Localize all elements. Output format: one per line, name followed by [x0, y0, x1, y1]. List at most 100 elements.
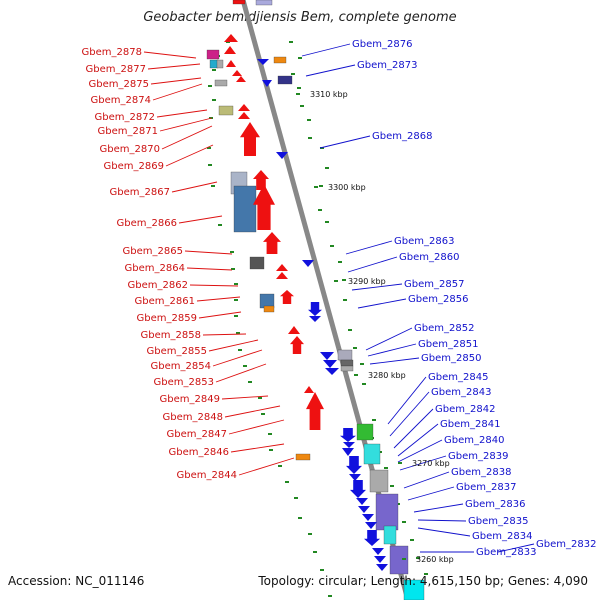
reverse-gene-label: Gbem_2863 [394, 236, 454, 247]
forward-gene-arrow [276, 264, 288, 271]
leader-line [189, 284, 239, 287]
forward-gene-label: Gbem_2866 [117, 218, 177, 229]
forward-gene-label: Gbem_2859 [137, 313, 197, 324]
leader-line [202, 333, 247, 336]
accession-text: Accession: NC_011146 [8, 574, 145, 588]
reverse-gene-arrow [262, 80, 272, 87]
leader-line [393, 408, 434, 449]
forward-gene-arrow [240, 122, 260, 156]
gene-block [233, 185, 257, 233]
reverse-gene-arrow [349, 474, 361, 481]
reverse-gene-label: Gbem_2868 [372, 131, 432, 142]
leader-line [345, 240, 393, 255]
leader-line [399, 455, 447, 471]
reverse-gene-arrow [358, 506, 370, 513]
leader-line [403, 471, 450, 489]
kbp-label: 3310 kbp [310, 90, 348, 99]
forward-gene-arrow [236, 76, 246, 82]
forward-gene-arrow [238, 112, 250, 119]
reverse-gene-label: Gbem_2843 [431, 387, 491, 398]
forward-gene-label: Gbem_2849 [160, 394, 220, 405]
reverse-gene-label: Gbem_2860 [399, 252, 459, 263]
forward-gene-arrow [224, 46, 236, 54]
forward-gene-arrow [226, 60, 236, 67]
reverse-gene-label: Gbem_2851 [418, 339, 478, 350]
reverse-gene-arrow [323, 360, 337, 368]
reverse-gene-arrow [350, 480, 366, 498]
leader-line [305, 64, 356, 77]
forward-gene-arrow [232, 70, 242, 76]
gene-block [255, 0, 273, 6]
gene-block [295, 453, 311, 461]
reverse-gene-arrow [365, 522, 377, 529]
reverse-gene-arrow [374, 556, 386, 563]
reverse-gene-label: Gbem_2832 [536, 539, 596, 550]
leader-line [215, 363, 267, 383]
forward-gene-label: Gbem_2869 [104, 161, 164, 172]
forward-gene-arrow [238, 104, 250, 111]
leader-line [365, 327, 413, 351]
forward-gene-label: Gbem_2844 [177, 470, 237, 481]
reverse-gene-arrow [302, 260, 314, 267]
forward-gene-label: Gbem_2875 [89, 79, 149, 90]
leader-line [369, 357, 420, 365]
reverse-gene-arrow [340, 428, 356, 442]
reverse-gene-arrow [309, 316, 321, 322]
gene-labels: Gbem_2878 Gbem_2877 Gbem_2875 Gbem_2874 Gbem… [82, 39, 597, 558]
reverse-gene-arrow [320, 352, 334, 360]
forward-gene-label: Gbem_2864 [125, 263, 185, 274]
leader-line [152, 83, 203, 101]
kbp-label: 3280 kbp [368, 371, 406, 380]
leader-line [221, 395, 269, 400]
reverse-gene-label: Gbem_2839 [448, 451, 508, 462]
leader-line [230, 443, 285, 453]
forward-gene-arrow [276, 272, 288, 279]
forward-gene-label: Gbem_2865 [123, 246, 183, 257]
gene-block [403, 579, 425, 600]
gene-features [206, 0, 425, 600]
leader-line [178, 215, 223, 224]
reverse-gene-arrow [364, 530, 380, 546]
gene-block [232, 0, 246, 5]
reverse-gene-arrow [346, 456, 362, 474]
reverse-gene-label: Gbem_2841 [440, 419, 500, 430]
reverse-gene-arrow [276, 152, 288, 159]
forward-gene-label: Gbem_2872 [95, 112, 155, 123]
forward-gene-arrow [263, 232, 281, 254]
reverse-gene-label: Gbem_2836 [465, 499, 525, 510]
gene-block [277, 75, 293, 85]
reverse-gene-label: Gbem_2845 [428, 372, 488, 383]
leader-line [156, 109, 208, 118]
leader-line [389, 391, 430, 437]
reverse-gene-label: Gbem_2837 [456, 482, 516, 493]
forward-gene-label: Gbem_2861 [135, 296, 195, 307]
forward-gene-label: Gbem_2848 [163, 412, 223, 423]
leader-line [186, 267, 233, 271]
leader-line [184, 250, 233, 255]
forward-gene-label: Gbem_2877 [86, 64, 146, 75]
forward-gene-label: Gbem_2847 [167, 429, 227, 440]
leader-line [497, 543, 535, 553]
leader-line [208, 339, 259, 352]
gene-block [389, 545, 409, 575]
forward-gene-arrow [288, 326, 300, 334]
reverse-gene-label: Gbem_2840 [444, 435, 504, 446]
kbp-label: 3260 kbp [416, 555, 454, 564]
forward-gene-arrow [224, 34, 238, 42]
forward-gene-label: Gbem_2858 [141, 330, 201, 341]
map-title: Geobacter bemidjiensis Bem, complete gen… [143, 10, 457, 25]
leader-line [351, 283, 403, 291]
leader-line [159, 117, 213, 132]
reverse-gene-arrow [356, 498, 368, 505]
forward-gene-arrow [253, 184, 275, 230]
forward-gene-label: Gbem_2867 [110, 187, 170, 198]
forward-gene-label: Gbem_2862 [128, 280, 188, 291]
reverse-gene-arrow [257, 59, 269, 65]
leader-line [417, 527, 471, 537]
reverse-gene-label: Gbem_2873 [357, 60, 417, 71]
gene-block [369, 469, 389, 493]
kbp-label: 3290 kbp [348, 277, 386, 286]
forward-gene-arrow [304, 386, 314, 393]
gene-block [340, 365, 354, 372]
